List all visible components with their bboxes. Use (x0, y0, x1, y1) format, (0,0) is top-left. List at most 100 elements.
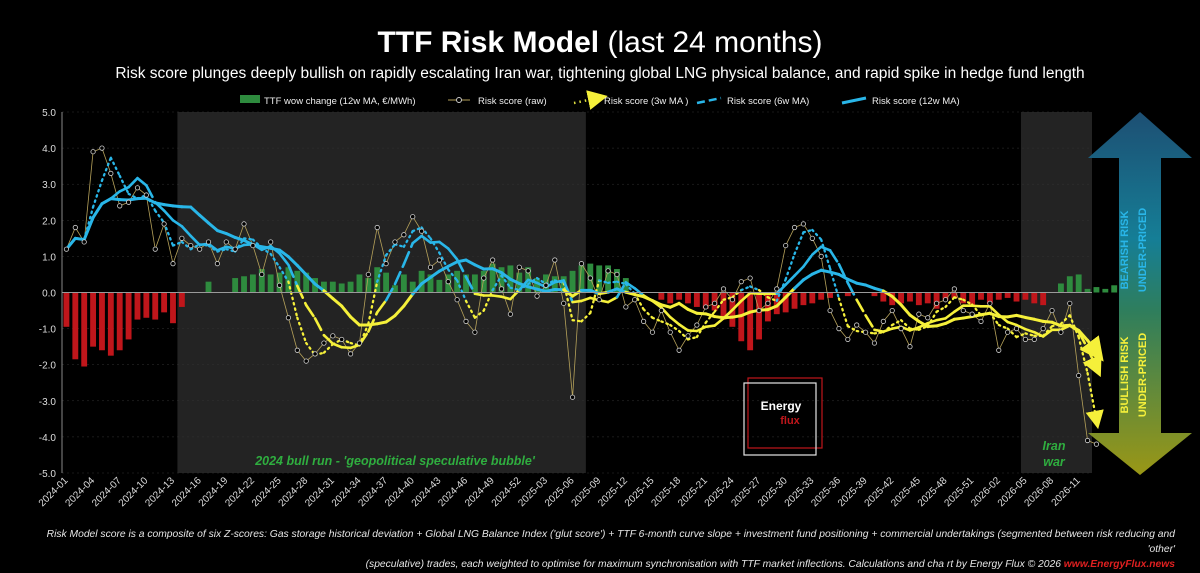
raw-point (623, 304, 629, 310)
ma12-score-segment (943, 317, 956, 325)
ma6-score-segment (162, 209, 175, 222)
ma3-score-segment (660, 320, 672, 327)
ma6-score-segment (180, 225, 193, 238)
ma12-score-segment (633, 293, 646, 299)
ma12-score-segment (899, 303, 912, 317)
bar (205, 281, 212, 293)
ma12-score-segment (322, 289, 335, 301)
ma6-score-segment (686, 329, 699, 333)
raw-score-segment (776, 245, 787, 290)
ma6-score-segment (127, 176, 139, 189)
bar (605, 265, 612, 293)
ma6-score-segment (571, 299, 583, 304)
ma12-score-segment (659, 303, 672, 309)
bar (1111, 285, 1118, 293)
raw-point (632, 297, 638, 303)
annotation-war: war (1043, 455, 1066, 469)
ma3-score-segment (731, 288, 743, 299)
ma12-score-segment (189, 205, 202, 217)
y-tick-label: 2.0 (42, 216, 56, 227)
ma12-score-segment (384, 314, 397, 324)
ma12-score-segment (890, 294, 903, 307)
ma6-score-segment (970, 304, 983, 308)
ma12-score-segment (224, 232, 237, 239)
ma3-score-segment (642, 308, 654, 319)
raw-point (640, 318, 647, 324)
ma3-score-segment (997, 323, 1009, 330)
raw-point (108, 170, 114, 176)
raw-point (339, 336, 345, 343)
ma3-score-segment (535, 276, 548, 286)
raw-point (791, 224, 798, 231)
bar (436, 279, 443, 293)
raw-point (578, 261, 585, 267)
bar (1102, 288, 1109, 293)
raw-point (276, 282, 283, 288)
ma3-score-segment (455, 279, 468, 303)
ma6-score-segment (624, 280, 637, 290)
bar (347, 281, 354, 293)
ma6-score-segment (145, 184, 157, 204)
ma12-score-segment (917, 319, 930, 328)
ma6-score-segment (118, 185, 130, 193)
ma6-score-segment (446, 247, 459, 261)
raw-point (436, 257, 442, 263)
raw-point (392, 239, 398, 245)
bar (489, 263, 496, 293)
raw-point (1076, 372, 1082, 379)
raw-point (125, 199, 132, 205)
ma12-score-segment (1032, 317, 1045, 323)
ma3-score-segment (846, 325, 858, 333)
raw-score-segment (1042, 310, 1053, 330)
raw-point (765, 300, 771, 306)
raw-score-segment (669, 331, 680, 351)
ma6-score-segment (438, 240, 450, 250)
raw-score-segment (288, 317, 298, 351)
raw-point (534, 293, 540, 299)
bar (303, 272, 310, 293)
ma3-score-segment (1059, 314, 1071, 325)
ma3-score-segment (242, 237, 255, 241)
bar (773, 292, 780, 315)
raw-score-segment (989, 302, 1000, 351)
ma12-score-segment (1079, 335, 1104, 362)
raw-point (907, 344, 913, 350)
ma3-score-segment (704, 310, 716, 324)
bar (844, 292, 851, 297)
raw-point (756, 307, 762, 314)
ma12-score-segment (464, 258, 477, 267)
ma6-score-segment (509, 288, 521, 301)
raw-score-segment (581, 263, 591, 279)
ma12-score-segment (677, 301, 690, 311)
ma3-score-segment (598, 279, 610, 285)
raw-point (356, 340, 363, 346)
ma3-score-segment (615, 280, 627, 286)
ma3-score-segment (447, 268, 459, 282)
raw-point (889, 307, 895, 314)
ma12-score-segment (730, 314, 743, 319)
raw-score-segment (900, 328, 911, 348)
ma12-score-segment (286, 255, 299, 267)
bullish-label-2: UNDER-PRICED (1137, 333, 1149, 417)
ma12-score-segment (837, 272, 850, 281)
raw-point (676, 347, 682, 353)
ma6-score-segment (553, 279, 565, 284)
raw-score-segment (403, 216, 414, 236)
ma6-score-segment (393, 262, 406, 286)
raw-point (472, 329, 478, 335)
raw-point (587, 275, 593, 281)
ma6-score-segment (739, 291, 752, 303)
ma6-score-segment (793, 265, 805, 277)
ma3-score-segment (820, 238, 832, 270)
bar (551, 276, 558, 293)
raw-point (649, 329, 656, 335)
raw-point (774, 286, 780, 292)
bar (809, 292, 816, 304)
ma3-score-segment (109, 156, 121, 177)
raw-point (268, 239, 274, 245)
ma3-score-segment (669, 323, 681, 333)
ma12-score-segment (935, 321, 947, 328)
bar (418, 270, 425, 293)
energyflux-link[interactable]: www.EnergyFlux.news (1063, 559, 1175, 570)
ma6-score-segment (500, 295, 512, 301)
